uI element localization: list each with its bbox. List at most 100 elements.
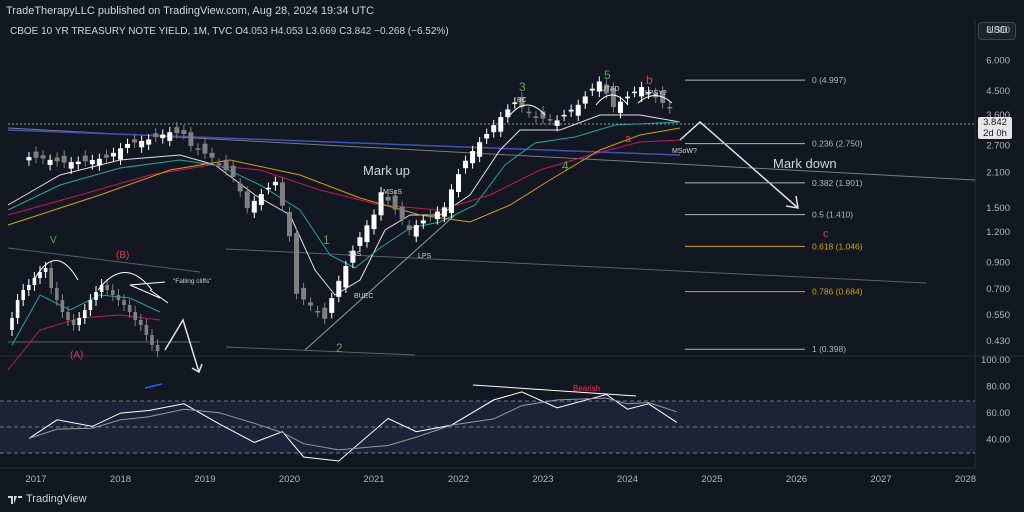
tradingview-logo-icon bbox=[8, 496, 22, 505]
lower-channel-line bbox=[225, 248, 927, 284]
candle-body bbox=[617, 101, 623, 113]
price-axis[interactable]: 8.0006.0004.5003.6002.7002.1001.5001.200… bbox=[986, 25, 1010, 347]
candle-body bbox=[448, 189, 454, 214]
low-value: 3.669 bbox=[311, 26, 337, 37]
change-value: −0.268 (−6.52%) bbox=[374, 26, 449, 37]
high-value: 4.053 bbox=[277, 26, 303, 37]
bc-label: BC bbox=[517, 97, 527, 104]
inset-candle-body bbox=[150, 335, 154, 345]
open-label: O bbox=[235, 26, 243, 37]
symbol-legend[interactable]: CBOE 10 YR TREASURY NOTE YIELD, 1M, TVC … bbox=[10, 26, 449, 37]
time-axis-label-6: 2023 bbox=[532, 474, 553, 485]
wave-1-label: 1 bbox=[323, 233, 330, 247]
fib-label-1: 0.236 (2.750) bbox=[812, 139, 863, 149]
sos-label: SoS bbox=[348, 251, 362, 258]
candle-body bbox=[357, 237, 363, 246]
candle-body bbox=[392, 195, 398, 210]
candle-body bbox=[329, 298, 335, 313]
candle-body bbox=[456, 174, 461, 192]
wave-a-label: a bbox=[625, 133, 632, 145]
candle-body bbox=[505, 109, 511, 118]
inset-b-label: (B) bbox=[116, 250, 129, 261]
candle-body bbox=[75, 161, 81, 165]
candle-body bbox=[547, 119, 553, 121]
inset-candle-body bbox=[10, 318, 14, 330]
candle-body bbox=[420, 220, 426, 224]
time-axis[interactable]: 2017 2018 2019 2020 2021 2022 2023 2024 2025 2026… bbox=[25, 474, 976, 485]
candle-body bbox=[484, 133, 490, 139]
fib-label-5: 0.786 (0.684) bbox=[812, 287, 863, 297]
candle-body bbox=[625, 96, 630, 99]
inset-candle-body bbox=[144, 325, 149, 335]
inset-candle-body bbox=[60, 300, 65, 312]
tradingview-logo[interactable]: TradingView bbox=[8, 493, 87, 505]
fib-label-6: 1 (0.398) bbox=[812, 344, 846, 354]
price-axis-label-5: 2.100 bbox=[986, 167, 1010, 178]
inset-candle-body bbox=[155, 345, 160, 351]
ma-white bbox=[7, 114, 681, 296]
last-price-tag: 3.842 2d 0h bbox=[978, 117, 1012, 139]
candle-body bbox=[308, 302, 314, 306]
candle-body bbox=[653, 92, 659, 98]
candle-body bbox=[258, 194, 264, 205]
price-axis-label-6: 1.500 bbox=[986, 203, 1010, 214]
footer bbox=[0, 488, 1024, 512]
blue-trendline bbox=[7, 129, 681, 156]
candle-body bbox=[61, 155, 67, 163]
last-price-value: 3.842 bbox=[983, 117, 1007, 128]
inset-ma-red bbox=[7, 314, 161, 371]
ma-red bbox=[7, 139, 681, 216]
rsi-axis: 100.00 80.00 60.00 40.00 bbox=[981, 355, 1010, 446]
rsi-axis-label-0: 100.00 bbox=[981, 355, 1010, 366]
fib-label-0: 0 (4.997) bbox=[812, 75, 846, 85]
price-axis-label-9: 0.700 bbox=[986, 284, 1010, 295]
price-axis-label-11: 0.430 bbox=[986, 336, 1010, 347]
rsi-axis-label-2: 60.00 bbox=[986, 408, 1010, 419]
inset-candle-body bbox=[21, 290, 25, 300]
candle-body bbox=[540, 111, 546, 119]
candle-body bbox=[47, 159, 53, 165]
candle-body bbox=[378, 192, 384, 216]
ma-teal bbox=[7, 121, 681, 269]
fib-levels: 0 (4.997) 0.236 (2.750) 0.382 (1.901) 0.5 (… bbox=[685, 75, 863, 354]
bc-arc bbox=[509, 104, 546, 116]
candle-body bbox=[561, 114, 567, 117]
inset-v-label: V bbox=[50, 235, 57, 246]
inset-candle-body bbox=[105, 285, 109, 290]
candle-body bbox=[315, 310, 321, 313]
candle-body bbox=[146, 139, 152, 145]
wave-5-label: 5 bbox=[604, 68, 611, 82]
candle-body bbox=[103, 154, 109, 158]
msow-label: MSoW? bbox=[672, 148, 697, 155]
currency-button[interactable]: USD bbox=[978, 22, 1016, 40]
candle-body bbox=[336, 280, 342, 297]
candle-body bbox=[596, 81, 602, 92]
inset-b-arc bbox=[97, 272, 153, 291]
wave-c-label: c bbox=[823, 228, 829, 240]
top-bar: TradeTherapyLLC published on TradingView… bbox=[0, 0, 1024, 20]
lpsy-arc bbox=[637, 95, 673, 104]
candle-body bbox=[181, 130, 187, 134]
mark-up-label: Mark up bbox=[363, 163, 410, 178]
candle-body bbox=[301, 287, 307, 300]
inset-candles-group bbox=[10, 262, 160, 357]
candle-body bbox=[89, 160, 95, 165]
time-axis-label-2: 2019 bbox=[194, 474, 215, 485]
lpsy-label: LPSY? bbox=[645, 90, 667, 97]
inset-candle-body bbox=[133, 312, 137, 320]
candle-body bbox=[343, 266, 349, 288]
low-label: L bbox=[305, 26, 312, 37]
candle-body bbox=[237, 183, 243, 192]
candle-body bbox=[632, 91, 638, 94]
inset-candle-body bbox=[139, 320, 143, 325]
projection-arrow-1 bbox=[679, 120, 799, 209]
inset-candle-body bbox=[27, 285, 31, 290]
inset-cliff-arrows bbox=[129, 281, 169, 304]
candle-body bbox=[406, 225, 412, 231]
candle-body bbox=[244, 191, 250, 209]
ma-orange bbox=[7, 127, 681, 226]
candle-body bbox=[350, 250, 356, 263]
time-axis-label-10: 2027 bbox=[870, 474, 891, 485]
inset-candle-body bbox=[55, 288, 59, 300]
